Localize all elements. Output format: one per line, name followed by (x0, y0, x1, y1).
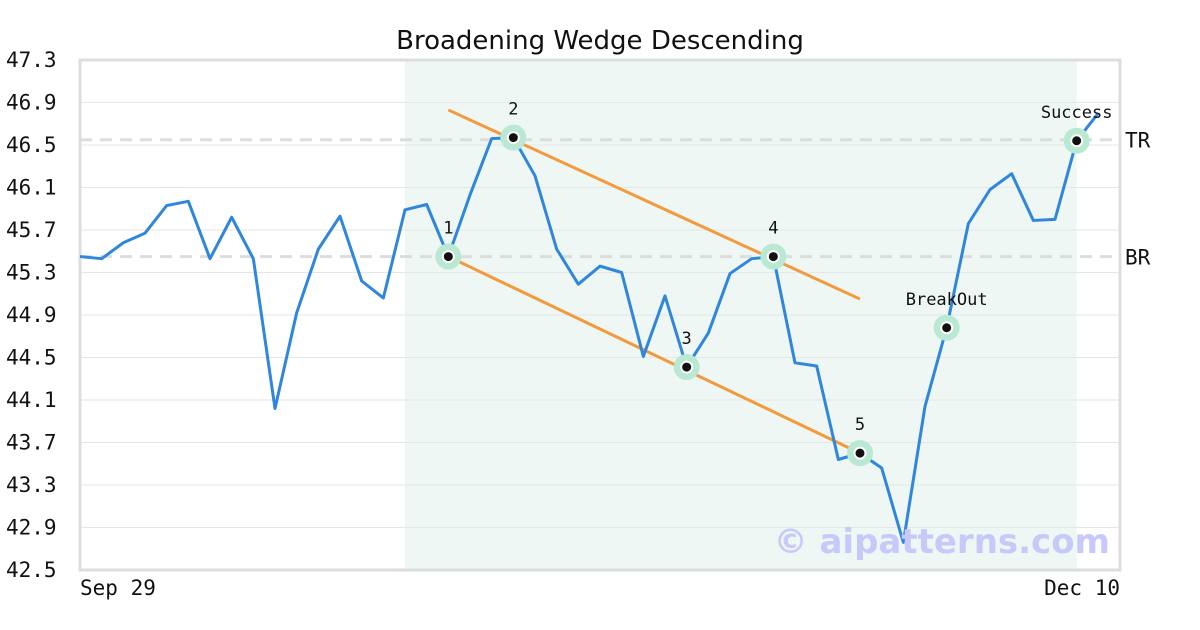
y-tick-label: 44.1 (6, 388, 57, 412)
y-axis-ticks: 47.3 46.9 46.5 46.1 45.7 45.3 44.9 44.5 44.1 43.7… (6, 48, 57, 582)
y-tick-label: 45.7 (6, 218, 57, 242)
pattern-points: 1 2 3 4 5 BreakOut Success (435, 100, 1112, 467)
point-label-4: 4 (768, 219, 778, 239)
x-label-start: Sep 29 (80, 576, 156, 600)
point-dot-success (1070, 134, 1084, 148)
grid-lines (80, 59, 1120, 571)
point-label-breakout: BreakOut (906, 290, 988, 310)
point-dot-5 (853, 446, 867, 460)
point-label-1: 1 (443, 219, 453, 239)
y-tick-label: 43.7 (6, 431, 57, 455)
y-tick-label: 46.5 (6, 133, 57, 157)
x-label-end: Dec 10 (1044, 576, 1120, 600)
point-dot-1 (441, 250, 455, 264)
chart-title: Broadening Wedge Descending (396, 26, 804, 56)
point-label-5: 5 (855, 415, 865, 435)
point-label-2: 2 (508, 100, 518, 120)
y-tick-label: 46.1 (6, 176, 57, 200)
point-dot-breakout (940, 321, 954, 335)
plot-frame (78, 58, 1122, 572)
point-dot-2 (506, 131, 520, 145)
y-tick-label: 47.3 (6, 48, 57, 72)
reference-lines: TR BR (80, 129, 1151, 270)
y-tick-label: 43.3 (6, 473, 57, 497)
point-label-success: Success (1041, 103, 1113, 123)
reference-label-tr: TR (1125, 129, 1151, 153)
y-tick-label: 42.9 (6, 516, 57, 540)
x-axis-labels: Sep 29 Dec 10 (80, 576, 1120, 600)
watermark: © aipatterns.com (774, 522, 1110, 562)
price-line (79, 112, 1100, 544)
y-tick-label: 42.5 (6, 558, 57, 582)
y-tick-label: 44.9 (6, 303, 57, 327)
point-label-3: 3 (682, 329, 692, 349)
point-dot-3 (680, 360, 694, 374)
point-dot-4 (766, 250, 780, 264)
y-tick-label: 45.3 (6, 261, 57, 285)
y-tick-label: 46.9 (6, 91, 57, 115)
trend-line-lower (447, 255, 861, 455)
y-tick-label: 44.5 (6, 346, 57, 370)
reference-label-br: BR (1125, 246, 1151, 270)
